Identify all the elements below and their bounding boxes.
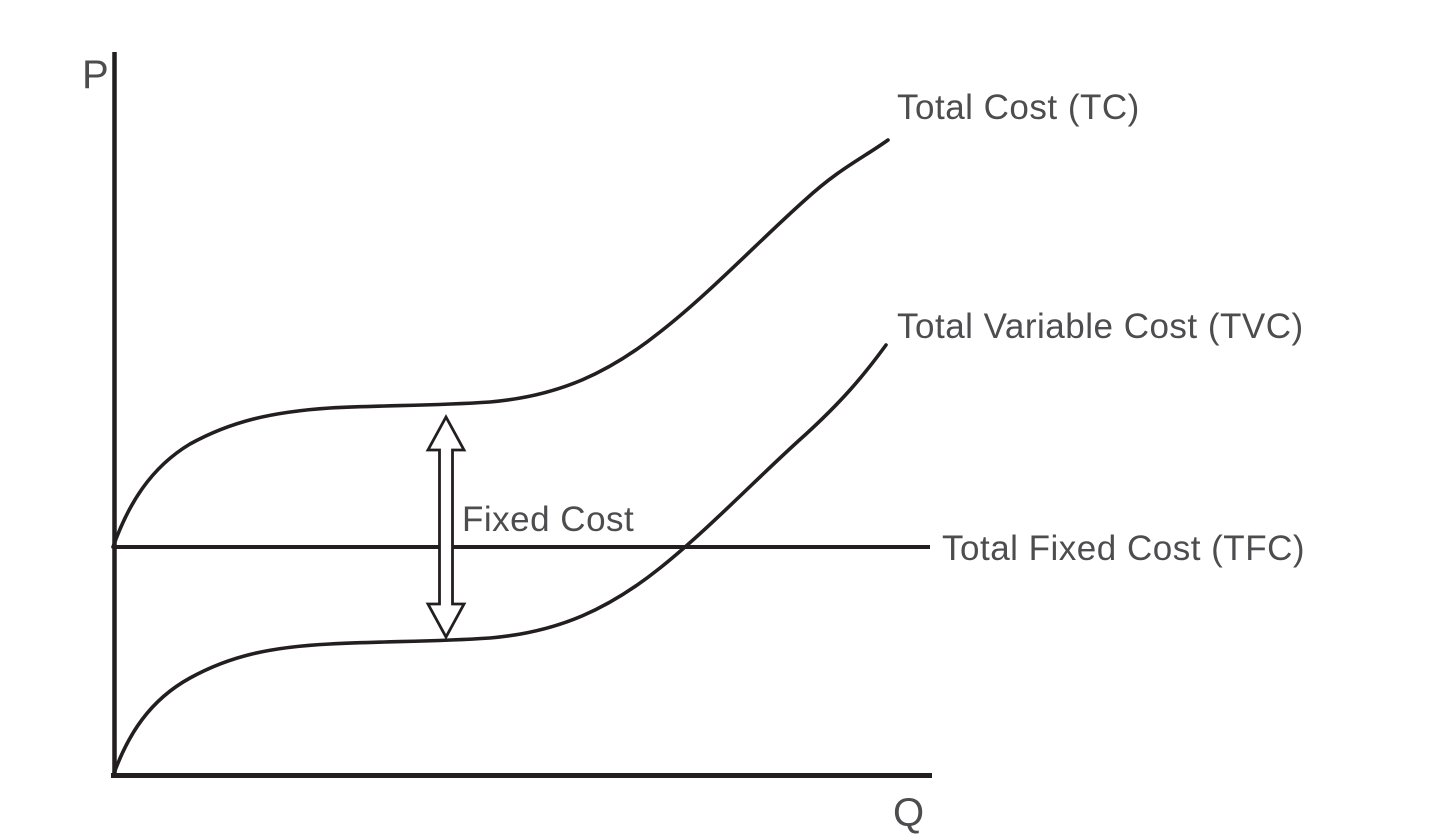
x-axis-label: Q [893, 791, 925, 835]
fixed-cost-annotation-label: Fixed Cost [462, 500, 634, 539]
tvc-curve-label: Total Variable Cost (TVC) [897, 307, 1304, 346]
tc-curve [111, 138, 890, 549]
y-axis-label: P [82, 53, 109, 97]
tvc-curve [111, 343, 888, 778]
tc-curve-label: Total Cost (TC) [897, 88, 1140, 127]
fixed-cost-double-arrow-icon [425, 414, 467, 640]
tfc-line-label: Total Fixed Cost (TFC) [942, 529, 1305, 568]
